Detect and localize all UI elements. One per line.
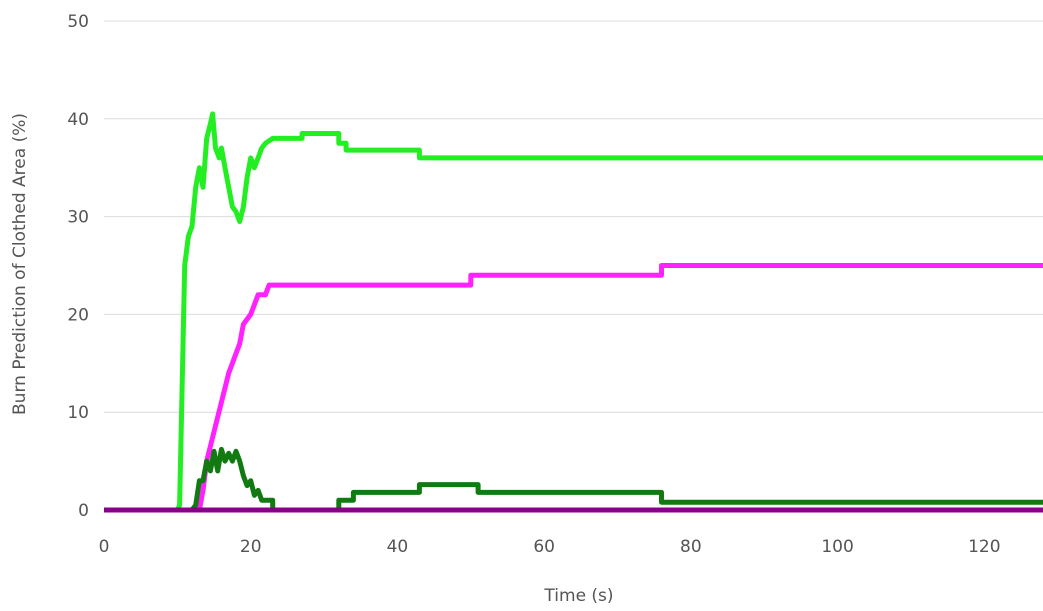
y-tick-label: 40 [67,110,89,130]
series-line-1 [104,111,1043,513]
y-tick-label: 50 [67,12,89,32]
series-line-3 [104,446,1043,513]
x-tick-label: 40 [387,537,409,557]
x-tick-label: 0 [99,537,110,557]
x-tick-label: 120 [968,537,1000,557]
y-tick-label: 10 [67,403,89,423]
x-tick-label: 80 [680,537,702,557]
series-line-2 [104,263,1043,513]
series-lines [104,111,1043,513]
x-tick-label: 60 [533,537,555,557]
y-tick-label: 0 [78,501,89,521]
y-axis-title: Burn Prediction of Clothed Area (%) [10,113,30,415]
y-tick-label: 20 [67,305,89,325]
x-tick-label: 20 [240,537,262,557]
y-tick-label: 30 [67,208,89,228]
x-axis-title: Time (s) [543,586,613,606]
y-axis-ticks: 0 10 20 30 40 50 [67,12,89,521]
x-axis-ticks: 0 20 40 60 80 100 120 [99,537,1001,557]
x-tick-label: 100 [821,537,853,557]
